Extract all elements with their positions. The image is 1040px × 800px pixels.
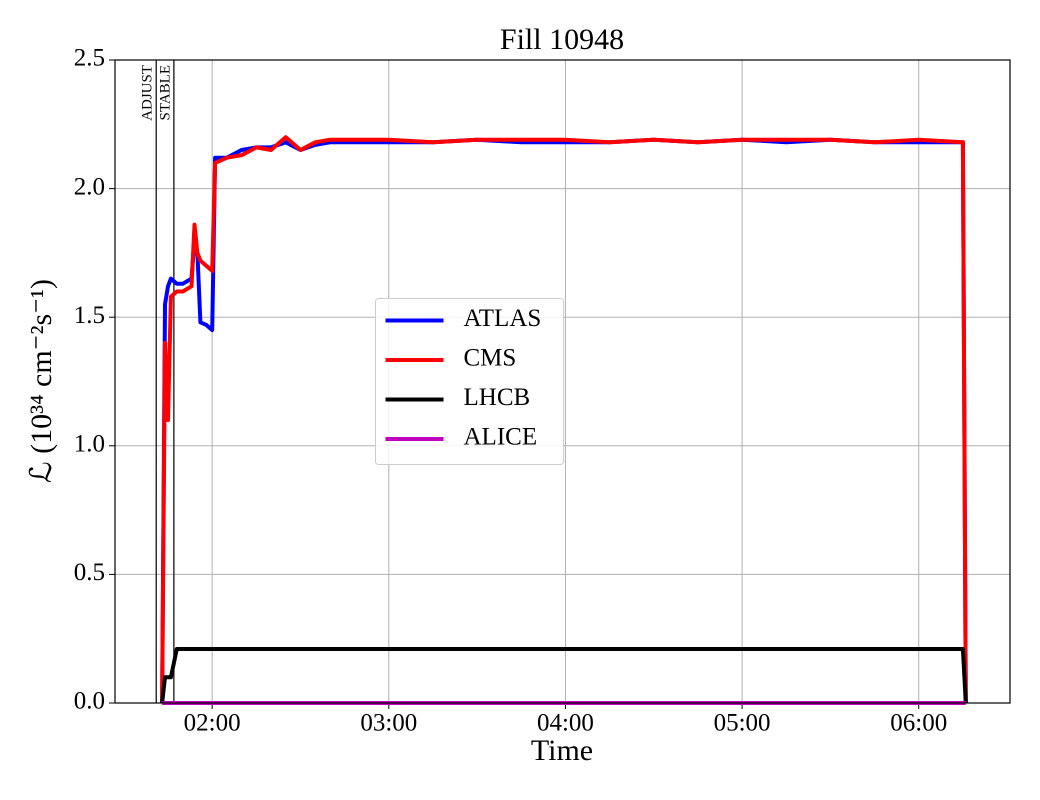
- y-tick-label: 2.5: [74, 45, 105, 72]
- x-axis-label: Time: [531, 734, 593, 767]
- annotation-label: STABLE: [157, 65, 173, 120]
- chart-title: Fill 10948: [500, 23, 624, 56]
- legend: ATLAS CMS LHCB ALICE: [375, 298, 564, 465]
- x-tick-label: 05:00: [714, 710, 771, 737]
- series-line: [160, 647, 968, 704]
- legend-box: [375, 298, 564, 465]
- annotation-label: ADJUST: [140, 65, 156, 121]
- x-tick-label: 06:00: [890, 710, 947, 737]
- x-tick-label: 02:00: [184, 710, 241, 737]
- legend-label: LHCB: [464, 384, 531, 411]
- plot-frame: [114, 59, 1011, 704]
- y-tick-label: 0.0: [74, 688, 105, 715]
- legend-label: ALICE: [464, 424, 538, 451]
- y-tick-label: 1.0: [74, 431, 105, 458]
- y-tick-label: 1.5: [74, 302, 105, 329]
- y-tick-label: 0.5: [74, 559, 105, 586]
- legend-label: ATLAS: [464, 305, 542, 332]
- x-tick-label: 03:00: [360, 710, 417, 737]
- y-tick-label: 2.0: [74, 173, 105, 200]
- x-tick-label: 04:00: [537, 710, 594, 737]
- series-line: [160, 135, 968, 704]
- legend-label: CMS: [464, 345, 517, 372]
- y-axis-label: ℒ (10³⁴ cm⁻²s⁻¹): [25, 279, 58, 483]
